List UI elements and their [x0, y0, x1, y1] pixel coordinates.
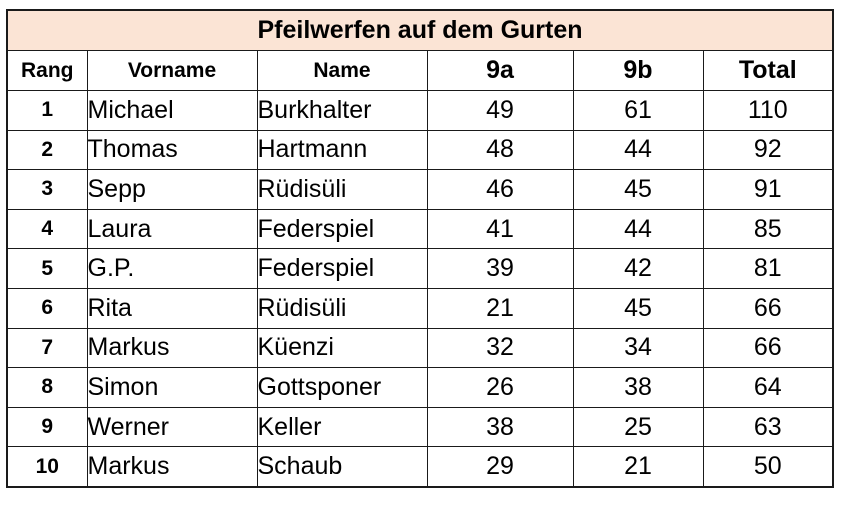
cell-score-9a: 21 [426, 287, 574, 329]
cell-score-9b: 42 [572, 248, 704, 289]
cell-first-name: Markus [86, 327, 258, 369]
cell-total: 110 [702, 90, 834, 131]
table-body: 1 Michael Burkhalter 49 61 110 2 Thomas Hartmann… [6, 90, 834, 488]
header-total: Total [702, 50, 834, 91]
cell-score-9b: 21 [572, 446, 704, 488]
cell-rank: 2 [6, 129, 88, 171]
cell-first-name: Michael [86, 90, 258, 131]
cell-total: 85 [702, 208, 834, 250]
table-row: 3 Sepp Rüdisüli 46 45 91 [6, 169, 834, 210]
cell-last-name: Hartmann [256, 129, 428, 171]
cell-score-9a: 41 [426, 208, 574, 250]
cell-first-name: Thomas [86, 129, 258, 171]
table-row: 7 Markus Küenzi 32 34 66 [6, 327, 834, 369]
cell-first-name: Werner [86, 406, 258, 448]
cell-score-9b: 25 [572, 406, 704, 448]
cell-rank: 5 [6, 248, 88, 289]
cell-last-name: Keller [256, 406, 428, 448]
cell-score-9a: 32 [426, 327, 574, 369]
table-row: 1 Michael Burkhalter 49 61 110 [6, 90, 834, 131]
cell-first-name: Sepp [86, 169, 258, 210]
cell-rank: 9 [6, 406, 88, 448]
cell-rank: 1 [6, 90, 88, 131]
cell-total: 81 [702, 248, 834, 289]
cell-first-name: Simon [86, 367, 258, 408]
cell-score-9a: 39 [426, 248, 574, 289]
cell-score-9b: 45 [572, 287, 704, 329]
header-vorname: Vorname [86, 50, 258, 91]
cell-first-name: Markus [86, 446, 258, 488]
cell-last-name: Gottsponer [256, 367, 428, 408]
cell-first-name: Laura [86, 208, 258, 250]
cell-total: 50 [702, 446, 834, 488]
cell-rank: 3 [6, 169, 88, 210]
cell-last-name: Rüdisüli [256, 287, 428, 329]
header-rang: Rang [6, 50, 88, 91]
table-row: 8 Simon Gottsponer 26 38 64 [6, 367, 834, 408]
cell-score-9a: 26 [426, 367, 574, 408]
cell-rank: 4 [6, 208, 88, 250]
table-row: 10 Markus Schaub 29 21 50 [6, 446, 834, 488]
cell-last-name: Schaub [256, 446, 428, 488]
cell-last-name: Küenzi [256, 327, 428, 369]
header-9b: 9b [572, 50, 704, 91]
cell-score-9a: 49 [426, 90, 574, 131]
cell-score-9a: 48 [426, 129, 574, 171]
results-table: Pfeilwerfen auf dem Gurten Rang Vorname … [6, 9, 834, 488]
cell-total: 92 [702, 129, 834, 171]
cell-first-name: Rita [86, 287, 258, 329]
cell-total: 64 [702, 367, 834, 408]
cell-total: 66 [702, 327, 834, 369]
cell-score-9b: 38 [572, 367, 704, 408]
table-row: 2 Thomas Hartmann 48 44 92 [6, 129, 834, 171]
cell-score-9a: 38 [426, 406, 574, 448]
table-row: 6 Rita Rüdisüli 21 45 66 [6, 287, 834, 329]
cell-last-name: Rüdisüli [256, 169, 428, 210]
table-row: 4 Laura Federspiel 41 44 85 [6, 208, 834, 250]
header-9a: 9a [426, 50, 574, 91]
cell-score-9b: 44 [572, 129, 704, 171]
cell-score-9a: 46 [426, 169, 574, 210]
table-title: Pfeilwerfen auf dem Gurten [6, 9, 834, 51]
cell-rank: 10 [6, 446, 88, 488]
cell-rank: 6 [6, 287, 88, 329]
cell-total: 66 [702, 287, 834, 329]
cell-first-name: G.P. [86, 248, 258, 289]
cell-score-9a: 29 [426, 446, 574, 488]
cell-rank: 7 [6, 327, 88, 369]
table-row: 5 G.P. Federspiel 39 42 81 [6, 248, 834, 289]
cell-score-9b: 44 [572, 208, 704, 250]
cell-score-9b: 34 [572, 327, 704, 369]
header-name: Name [256, 50, 428, 91]
cell-last-name: Federspiel [256, 208, 428, 250]
cell-score-9b: 61 [572, 90, 704, 131]
cell-score-9b: 45 [572, 169, 704, 210]
cell-rank: 8 [6, 367, 88, 408]
table-row: 9 Werner Keller 38 25 63 [6, 406, 834, 448]
header-row: Rang Vorname Name 9a 9b Total [6, 50, 834, 91]
cell-total: 63 [702, 406, 834, 448]
cell-last-name: Federspiel [256, 248, 428, 289]
cell-last-name: Burkhalter [256, 90, 428, 131]
cell-total: 91 [702, 169, 834, 210]
